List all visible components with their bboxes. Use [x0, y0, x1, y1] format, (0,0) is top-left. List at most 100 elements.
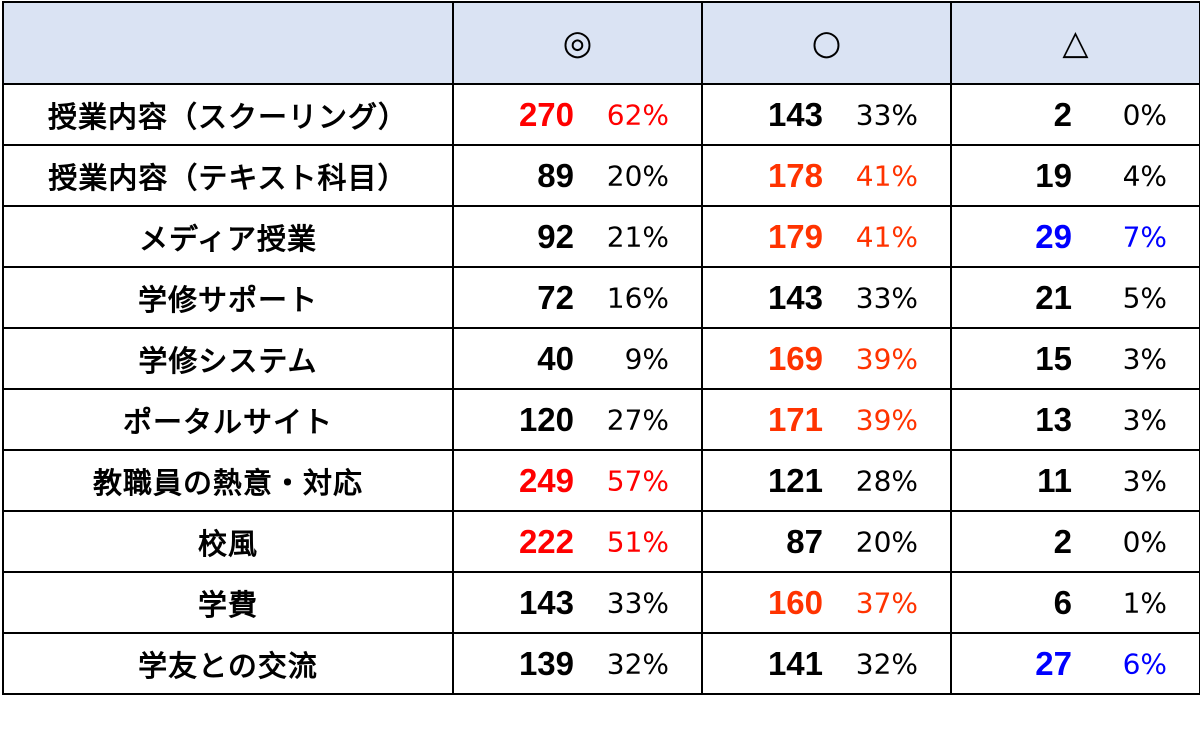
percent-value: 3% [1122, 342, 1167, 375]
percent-value: 6% [1122, 647, 1167, 680]
table-body: 授業内容（スクーリング） 270 62% 143 33% 2 0% 授業内容（テキスト科目） 8… [2, 83, 1200, 695]
table-row: 学修システム 40 9% 169 39% 15 3% [2, 327, 1200, 390]
percent-value: 32% [855, 647, 918, 680]
cell-double-circle: 222 51% [452, 510, 703, 573]
row-label: メディア授業 [2, 205, 454, 268]
cell-triangle: 11 3% [950, 449, 1200, 512]
table-row: 教職員の熱意・対応 249 57% 121 28% 11 3% [2, 449, 1200, 512]
cell-triangle: 27 6% [950, 632, 1200, 695]
table-row: 学修サポート 72 16% 143 33% 21 5% [2, 266, 1200, 329]
count-value: 169 [767, 339, 823, 377]
table-row: メディア授業 92 21% 179 41% 29 7% [2, 205, 1200, 268]
percent-value: 39% [855, 342, 918, 375]
count-value: 27 [1035, 644, 1072, 682]
percent-value: 0% [1122, 98, 1167, 131]
percent-value: 9% [624, 342, 669, 375]
cell-triangle: 29 7% [950, 205, 1200, 268]
count-value: 120 [518, 400, 574, 438]
count-value: 143 [767, 278, 823, 316]
percent-value: 41% [855, 159, 918, 192]
count-value: 179 [767, 217, 823, 255]
cell-circle: 143 33% [701, 266, 952, 329]
header-circle: ○ [701, 1, 952, 85]
percent-value: 5% [1122, 281, 1167, 314]
cell-double-circle: 89 20% [452, 144, 703, 207]
count-value: 121 [767, 461, 823, 499]
count-value: 139 [518, 644, 574, 682]
percent-value: 21% [606, 220, 669, 253]
header-double-circle: ◎ [452, 1, 703, 85]
count-value: 2 [1053, 522, 1072, 560]
cell-circle: 179 41% [701, 205, 952, 268]
percent-value: 20% [606, 159, 669, 192]
header-corner-cell [2, 1, 454, 85]
cell-triangle: 21 5% [950, 266, 1200, 329]
cell-double-circle: 249 57% [452, 449, 703, 512]
percent-value: 33% [606, 586, 669, 619]
count-value: 143 [518, 583, 574, 621]
cell-double-circle: 120 27% [452, 388, 703, 451]
header-triangle: △ [950, 1, 1200, 85]
cell-triangle: 2 0% [950, 83, 1200, 146]
cell-circle: 171 39% [701, 388, 952, 451]
percent-value: 32% [606, 647, 669, 680]
row-label: 校風 [2, 510, 454, 573]
percent-value: 16% [606, 281, 669, 314]
row-label: 授業内容（テキスト科目） [2, 144, 454, 207]
percent-value: 28% [855, 464, 918, 497]
percent-value: 39% [855, 403, 918, 436]
count-value: 249 [518, 461, 574, 499]
count-value: 2 [1053, 95, 1072, 133]
count-value: 270 [518, 95, 574, 133]
count-value: 178 [767, 156, 823, 194]
row-label: 学費 [2, 571, 454, 634]
percent-value: 57% [606, 464, 669, 497]
cell-circle: 178 41% [701, 144, 952, 207]
cell-double-circle: 92 21% [452, 205, 703, 268]
percent-value: 1% [1122, 586, 1167, 619]
cell-triangle: 13 3% [950, 388, 1200, 451]
count-value: 11 [1037, 461, 1072, 499]
table-row: 授業内容（スクーリング） 270 62% 143 33% 2 0% [2, 83, 1200, 146]
cell-double-circle: 270 62% [452, 83, 703, 146]
percent-value: 3% [1122, 403, 1167, 436]
count-value: 19 [1035, 156, 1072, 194]
count-value: 87 [786, 522, 823, 560]
percent-value: 37% [855, 586, 918, 619]
cell-double-circle: 72 16% [452, 266, 703, 329]
table-row: 授業内容（テキスト科目） 89 20% 178 41% 19 4% [2, 144, 1200, 207]
count-value: 92 [537, 217, 574, 255]
cell-circle: 169 39% [701, 327, 952, 390]
count-value: 15 [1035, 339, 1072, 377]
row-label: 学修サポート [2, 266, 454, 329]
row-label: 授業内容（スクーリング） [2, 83, 454, 146]
percent-value: 33% [855, 281, 918, 314]
count-value: 89 [537, 156, 574, 194]
percent-value: 41% [855, 220, 918, 253]
percent-value: 51% [606, 525, 669, 558]
cell-triangle: 15 3% [950, 327, 1200, 390]
count-value: 171 [767, 400, 823, 438]
count-value: 29 [1035, 217, 1072, 255]
count-value: 141 [767, 644, 823, 682]
row-label: ポータルサイト [2, 388, 454, 451]
percent-value: 33% [855, 98, 918, 131]
results-table: ◎ ○ △ 授業内容（スクーリング） 270 62% 143 33% 2 0% 授業内容（テキ… [2, 1, 1200, 695]
percent-value: 4% [1122, 159, 1167, 192]
row-label: 学修システム [2, 327, 454, 390]
count-value: 13 [1035, 400, 1072, 438]
count-value: 72 [537, 278, 574, 316]
cell-double-circle: 40 9% [452, 327, 703, 390]
cell-circle: 160 37% [701, 571, 952, 634]
cell-circle: 87 20% [701, 510, 952, 573]
percent-value: 7% [1122, 220, 1167, 253]
percent-value: 62% [606, 98, 669, 131]
cell-circle: 121 28% [701, 449, 952, 512]
count-value: 6 [1053, 583, 1072, 621]
percent-value: 3% [1122, 464, 1167, 497]
table-row: 学費 143 33% 160 37% 6 1% [2, 571, 1200, 634]
cell-double-circle: 139 32% [452, 632, 703, 695]
table-row: 校風 222 51% 87 20% 2 0% [2, 510, 1200, 573]
percent-value: 0% [1122, 525, 1167, 558]
percent-value: 20% [855, 525, 918, 558]
